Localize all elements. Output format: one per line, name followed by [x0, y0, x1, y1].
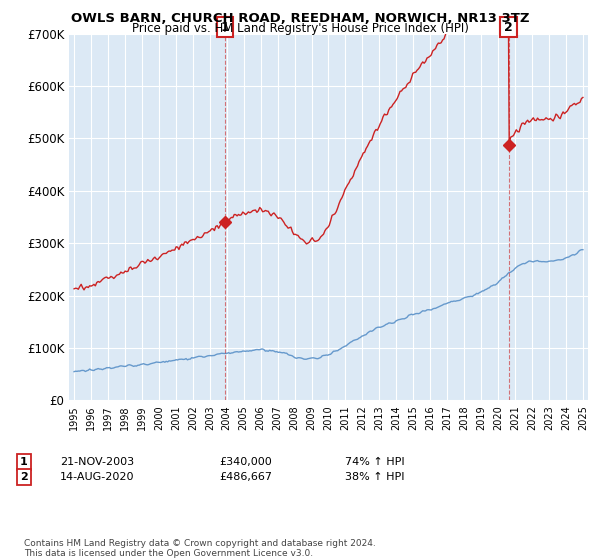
Text: Price paid vs. HM Land Registry's House Price Index (HPI): Price paid vs. HM Land Registry's House … — [131, 22, 469, 35]
Text: 74% ↑ HPI: 74% ↑ HPI — [345, 457, 404, 467]
Text: OWLS BARN, CHURCH ROAD, REEDHAM, NORWICH, NR13 3TZ: OWLS BARN, CHURCH ROAD, REEDHAM, NORWICH… — [71, 12, 529, 25]
Text: 2: 2 — [504, 21, 513, 34]
Text: £340,000: £340,000 — [219, 457, 272, 467]
Text: 1: 1 — [221, 21, 229, 34]
Text: 21-NOV-2003: 21-NOV-2003 — [60, 457, 134, 467]
Text: Contains HM Land Registry data © Crown copyright and database right 2024.
This d: Contains HM Land Registry data © Crown c… — [24, 539, 376, 558]
Text: 1: 1 — [20, 457, 28, 467]
Text: 14-AUG-2020: 14-AUG-2020 — [60, 472, 134, 482]
Text: £486,667: £486,667 — [219, 472, 272, 482]
Text: 2: 2 — [20, 472, 28, 482]
Text: 38% ↑ HPI: 38% ↑ HPI — [345, 472, 404, 482]
